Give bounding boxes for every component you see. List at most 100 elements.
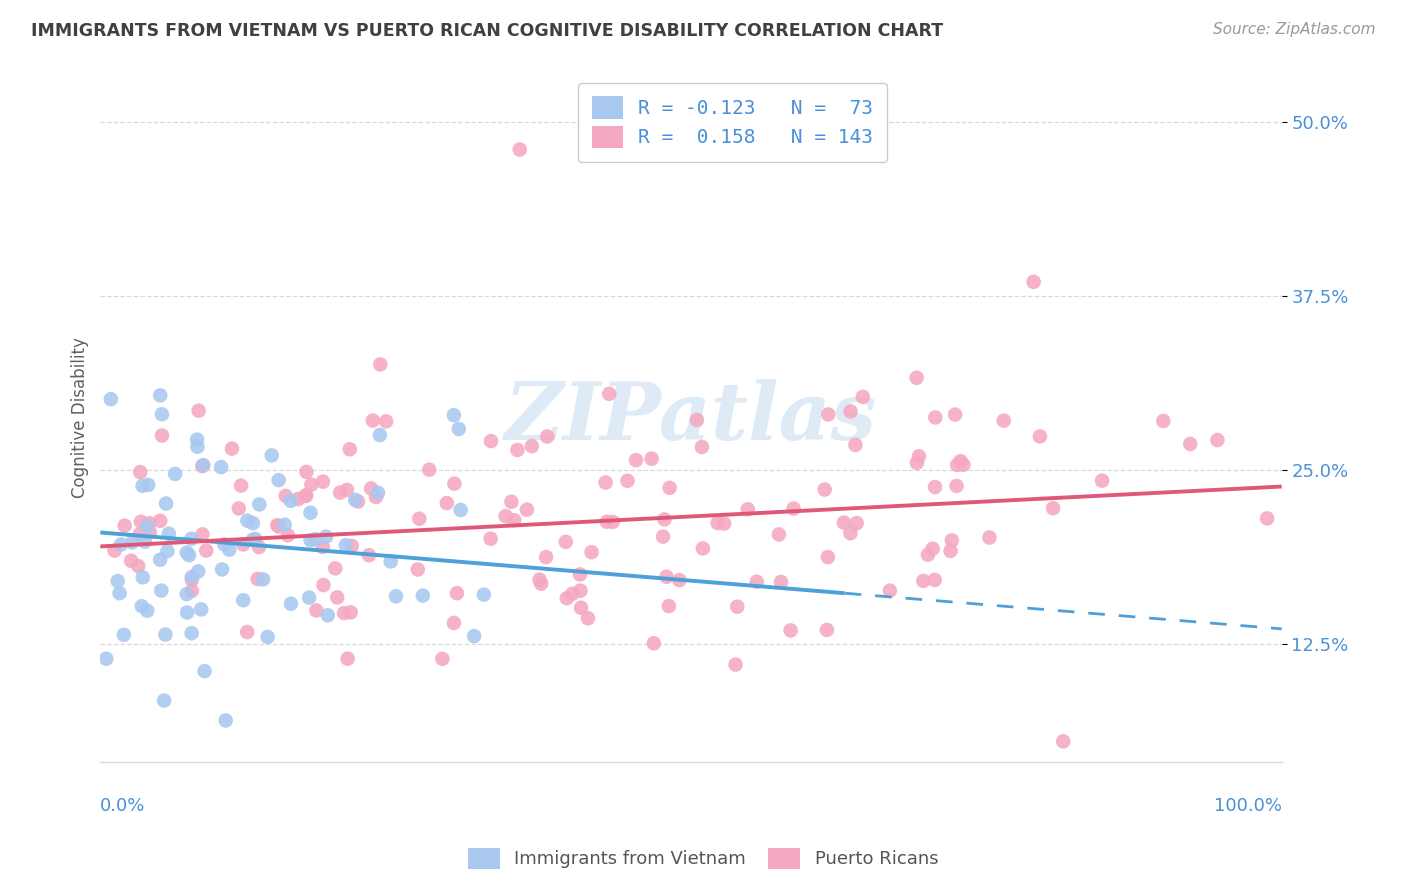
Point — [305, 603, 328, 617]
Point — [817, 550, 839, 565]
Point — [211, 562, 233, 576]
Point — [412, 589, 434, 603]
Point — [136, 478, 159, 492]
Point — [333, 606, 356, 620]
Point — [155, 627, 177, 641]
Point — [361, 413, 384, 427]
Point — [447, 422, 470, 436]
Point — [252, 573, 274, 587]
Point — [266, 518, 288, 533]
Point — [745, 574, 768, 589]
Point — [450, 503, 472, 517]
Point — [295, 465, 318, 479]
Point — [267, 473, 290, 487]
Point — [443, 409, 465, 423]
Point — [274, 489, 297, 503]
Point — [316, 608, 339, 623]
Point — [529, 573, 551, 587]
Point — [581, 545, 603, 559]
Point — [180, 626, 202, 640]
Point — [236, 625, 259, 640]
Point — [368, 428, 391, 442]
Point — [176, 546, 198, 560]
Point — [839, 526, 862, 541]
Point — [530, 576, 553, 591]
Point — [131, 479, 153, 493]
Point — [602, 515, 624, 529]
Point — [150, 583, 173, 598]
Point — [418, 463, 440, 477]
Point — [443, 615, 465, 630]
Point — [576, 611, 599, 625]
Point — [686, 413, 709, 427]
Point — [814, 483, 837, 497]
Point — [993, 414, 1015, 428]
Point — [229, 478, 252, 492]
Point — [335, 538, 357, 552]
Point — [215, 714, 238, 728]
Point — [652, 530, 675, 544]
Point — [979, 531, 1001, 545]
Legend: Immigrants from Vietnam, Puerto Ricans: Immigrants from Vietnam, Puerto Ricans — [460, 840, 946, 876]
Point — [344, 492, 367, 507]
Point — [598, 387, 620, 401]
Point — [132, 570, 155, 584]
Point — [554, 534, 576, 549]
Point — [176, 606, 198, 620]
Point — [463, 629, 485, 643]
Point — [952, 458, 974, 472]
Point — [692, 541, 714, 556]
Point — [879, 583, 901, 598]
Point — [443, 476, 465, 491]
Point — [96, 651, 118, 665]
Point — [839, 404, 862, 418]
Point — [100, 392, 122, 406]
Point — [177, 548, 200, 562]
Point — [149, 388, 172, 402]
Point — [569, 583, 592, 598]
Point — [1052, 734, 1074, 748]
Point — [1029, 429, 1052, 443]
Point — [690, 440, 713, 454]
Point — [432, 652, 454, 666]
Point — [121, 535, 143, 549]
Point — [190, 602, 212, 616]
Point — [191, 458, 214, 473]
Point — [768, 527, 790, 541]
Point — [277, 528, 299, 542]
Point — [536, 429, 558, 443]
Point — [155, 497, 177, 511]
Point — [236, 514, 259, 528]
Point — [654, 512, 676, 526]
Point — [706, 516, 728, 530]
Point — [128, 527, 150, 541]
Point — [495, 509, 517, 524]
Point — [939, 544, 962, 558]
Point — [193, 664, 215, 678]
Point — [658, 481, 681, 495]
Point — [908, 450, 931, 464]
Point — [232, 537, 254, 551]
Point — [832, 516, 855, 530]
Point — [157, 526, 180, 541]
Point — [221, 442, 243, 456]
Point — [129, 465, 152, 479]
Point — [364, 490, 387, 504]
Point — [191, 527, 214, 541]
Point — [256, 630, 278, 644]
Point — [534, 550, 557, 565]
Point — [304, 532, 326, 546]
Point — [156, 544, 179, 558]
Point — [946, 458, 969, 472]
Point — [779, 624, 801, 638]
Point — [180, 570, 202, 584]
Point — [446, 586, 468, 600]
Point — [299, 477, 322, 491]
Point — [503, 513, 526, 527]
Point — [149, 514, 172, 528]
Point — [127, 559, 149, 574]
Point — [153, 693, 176, 707]
Point — [242, 516, 264, 531]
Point — [187, 403, 209, 417]
Point — [242, 533, 264, 547]
